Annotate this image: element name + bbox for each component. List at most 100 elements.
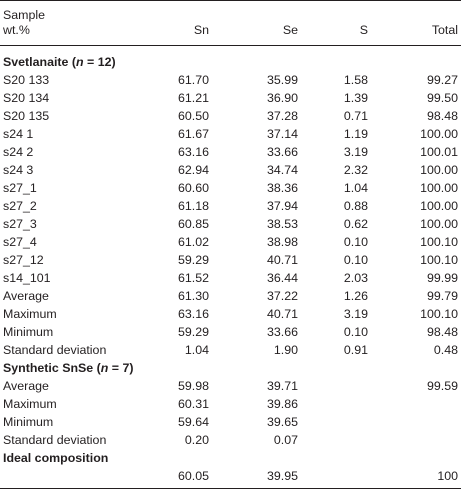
se-cell: 38.98: [266, 235, 298, 249]
table-row: s24 1 61.67 37.14 1.19 100.00: [0, 125, 461, 143]
sample-cell: s24 2: [3, 145, 34, 159]
s-cell: [301, 413, 371, 431]
table-row: Average 59.98 39.71 99.59: [0, 377, 461, 395]
total-cell: 100.00: [420, 127, 458, 141]
sample-cell: Maximum: [3, 397, 57, 411]
table-row: s24 2 63.16 33.66 3.19 100.01: [0, 143, 461, 161]
sn-cell: 61.52: [177, 271, 209, 285]
section-title: Ideal composition: [0, 449, 461, 467]
section-title-suffix: = 12): [83, 55, 116, 69]
s-cell: 1.58: [343, 73, 368, 87]
sn-cell: 63.16: [177, 145, 209, 159]
section-title: Synthetic SnSe (n = 7): [0, 359, 461, 377]
total-cell: [371, 431, 461, 449]
total-cell: 99.50: [426, 91, 458, 105]
table-row: s27_12 59.29 40.71 0.10 100.10: [0, 251, 461, 269]
table-row: Standard deviation 1.04 1.90 0.91 0.48: [0, 341, 461, 359]
sample-cell: [0, 467, 150, 489]
table-row: Standard deviation 0.20 0.07: [0, 431, 461, 449]
table-row: S20 135 60.50 37.28 0.71 98.48: [0, 107, 461, 125]
se-cell: 36.90: [266, 91, 298, 105]
total-cell: 99.99: [426, 271, 458, 285]
se-cell: 39.71: [266, 379, 298, 393]
s-cell: 1.19: [343, 127, 368, 141]
se-cell: 33.66: [266, 145, 298, 159]
se-cell: 37.28: [266, 109, 298, 123]
sample-cell: S20 135: [3, 109, 50, 123]
se-cell: 33.66: [266, 325, 298, 339]
total-cell: 99.59: [426, 379, 458, 393]
header-sn: Sn: [150, 0, 212, 46]
section-title-suffix: = 7): [108, 361, 134, 375]
sn-cell: 63.16: [177, 307, 209, 321]
sample-cell: S20 134: [3, 91, 50, 105]
se-cell: 37.22: [266, 289, 298, 303]
table-row: s27_3 60.85 38.53 0.62 100.00: [0, 215, 461, 233]
se-cell: 37.94: [266, 199, 298, 213]
header-total: Total: [371, 0, 461, 46]
sample-cell: s27_2: [3, 199, 37, 213]
sample-cell: s24 3: [3, 163, 34, 177]
s-cell: 0.10: [343, 235, 368, 249]
sn-cell: 61.02: [177, 235, 209, 249]
se-cell: 38.53: [266, 217, 298, 231]
s-cell: 1.04: [343, 181, 368, 195]
total-cell: 0.48: [433, 343, 458, 357]
total-cell: [371, 413, 461, 431]
table-row: s27_4 61.02 38.98 0.10 100.10: [0, 233, 461, 251]
section-title-prefix: Ideal composition: [3, 451, 109, 465]
sample-cell: s14_101: [3, 271, 51, 285]
sn-cell: 59.98: [177, 379, 209, 393]
sn-cell: 60.60: [177, 181, 209, 195]
total-cell: 100.10: [420, 235, 458, 249]
sn-cell: 0.20: [184, 433, 209, 447]
s-cell: 0.88: [343, 199, 368, 213]
se-cell: 40.71: [266, 253, 298, 267]
s-cell: 3.19: [343, 145, 368, 159]
header-row: Sample wt.% Sn Se S Total: [0, 0, 461, 46]
se-cell: 36.44: [266, 271, 298, 285]
table-row: Maximum 63.16 40.71 3.19 100.10: [0, 305, 461, 323]
sample-cell: s27_12: [3, 253, 44, 267]
section-title-n: n: [100, 361, 109, 375]
se-cell: 38.36: [266, 181, 298, 195]
s-cell: 0.10: [343, 253, 368, 267]
sn-cell: 61.70: [177, 73, 209, 87]
total-cell: 99.79: [426, 289, 458, 303]
sn-cell: 61.21: [177, 91, 209, 105]
table-row: s27_2 61.18 37.94 0.88 100.00: [0, 197, 461, 215]
se-cell: 39.95: [212, 467, 301, 489]
table-row: Maximum 60.31 39.86: [0, 395, 461, 413]
total-cell: [371, 395, 461, 413]
sample-cell: s27_4: [3, 235, 37, 249]
sample-cell: Average: [3, 289, 49, 303]
sample-cell: Standard deviation: [3, 343, 107, 357]
table-row: S20 133 61.70 35.99 1.58 99.27: [0, 71, 461, 89]
sample-cell: Average: [3, 379, 49, 393]
se-cell: 1.90: [273, 343, 298, 357]
total-cell: 100.00: [420, 163, 458, 177]
total-cell: 100.00: [420, 181, 458, 195]
sn-cell: 60.31: [177, 397, 209, 411]
s-cell: 2.03: [343, 271, 368, 285]
se-cell: 39.65: [266, 415, 298, 429]
table-row: Minimum 59.29 33.66 0.10 98.48: [0, 323, 461, 341]
table-row: Average 61.30 37.22 1.26 99.79: [0, 287, 461, 305]
se-cell: 39.86: [266, 397, 298, 411]
total-cell: 98.48: [426, 109, 458, 123]
section-title-n: n: [76, 55, 84, 69]
sample-cell: Minimum: [3, 415, 54, 429]
se-cell: 0.07: [273, 433, 298, 447]
section-header-row: Svetlanaite (n = 12): [0, 46, 461, 72]
s-cell: [301, 431, 371, 449]
sample-cell: s27_1: [3, 181, 37, 195]
sample-cell: Standard deviation: [3, 433, 107, 447]
table-row: Minimum 59.64 39.65: [0, 413, 461, 431]
total-cell: 100: [371, 467, 461, 489]
sample-cell: s24 1: [3, 127, 34, 141]
s-cell: 0.91: [343, 343, 368, 357]
table-row: s24 3 62.94 34.74 2.32 100.00: [0, 161, 461, 179]
sn-cell: 60.85: [177, 217, 209, 231]
sn-cell: 61.18: [177, 199, 209, 213]
